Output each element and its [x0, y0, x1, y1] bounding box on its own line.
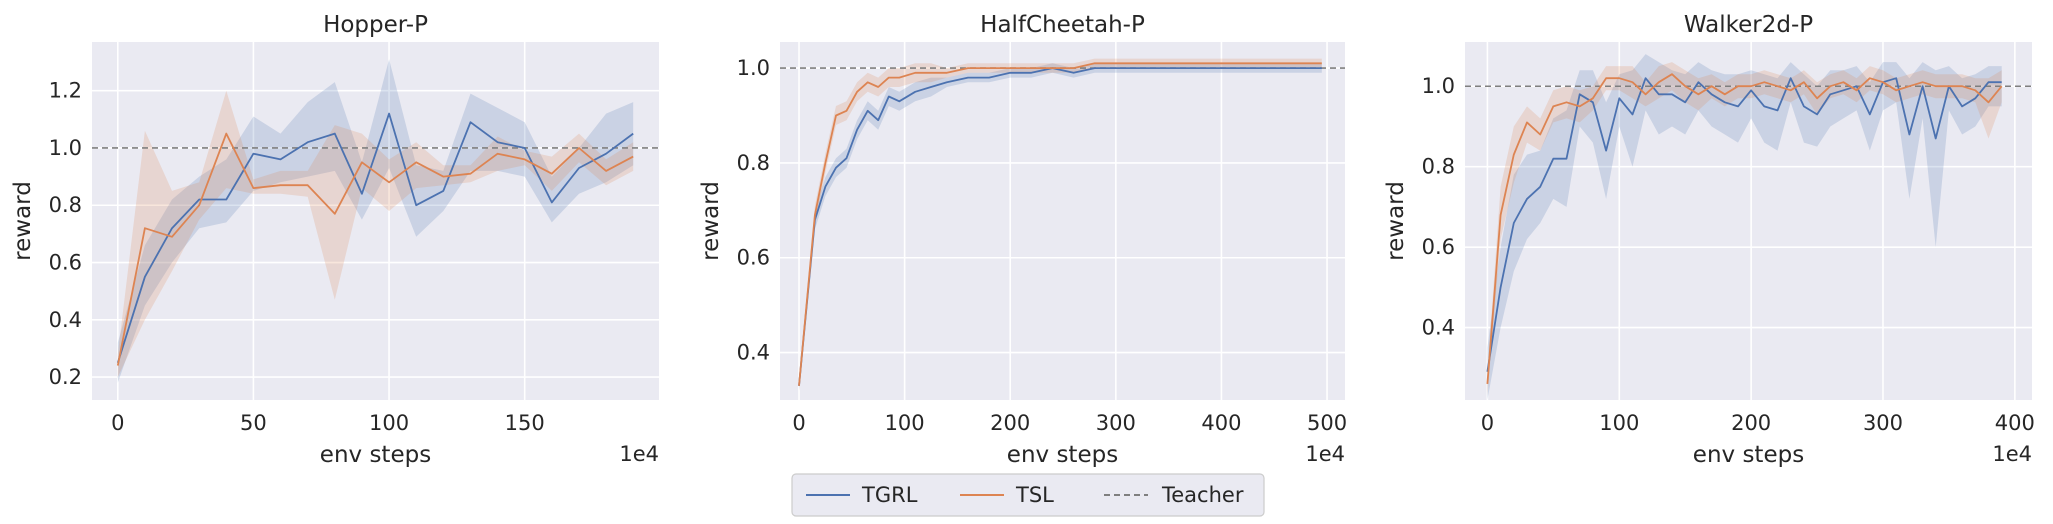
x-tick-label: 100 — [369, 411, 409, 435]
plot-area — [92, 59, 659, 383]
series-line-tsl — [116, 132, 634, 366]
panel-3: 0 100 200 300 400 0.4 0.6 0.8 1.0 Walker2d-P env s… — [1383, 12, 2035, 468]
panel-1: 0 50 100 150 0.2 0.4 0.6 0.8 1.0 1.2 Hopper-P env s… — [10, 12, 659, 468]
x-axis-label: env steps — [320, 442, 431, 468]
y-tick-label: 0.8 — [1422, 155, 1455, 179]
series-line-tsl — [798, 62, 1322, 386]
plot-area — [1465, 54, 2032, 400]
panel-title: Walker2d-P — [1684, 12, 1813, 38]
y-tick-label: 0.2 — [49, 365, 82, 389]
legend-item-tgrl: TGRL — [806, 483, 918, 507]
x-tick-label: 100 — [885, 411, 925, 435]
y-axis-label: reward — [1383, 181, 1409, 261]
x-tick-label: 50 — [240, 411, 267, 435]
x-tick-label: 300 — [1096, 411, 1136, 435]
legend-label: Teacher — [1161, 483, 1244, 507]
legend-item-teacher: Teacher — [1104, 483, 1244, 507]
x-tick-label: 0 — [792, 411, 805, 435]
legend-label: TSL — [1015, 483, 1054, 507]
panel-title: Hopper-P — [323, 12, 428, 38]
legend-box — [791, 473, 1265, 517]
x-axis-label: env steps — [1007, 442, 1118, 468]
plot-area — [780, 58, 1345, 391]
legend: TGRL TSL Teacher — [791, 473, 1265, 517]
panel-title: HalfCheetah-P — [980, 12, 1145, 38]
x-tick-label: 400 — [1995, 411, 2035, 435]
y-tick-label: 1.0 — [1422, 74, 1455, 98]
y-tick-label: 0.4 — [737, 341, 770, 365]
confidence-band-tsl — [1487, 62, 2002, 396]
confidence-band-tgrl — [1487, 54, 2002, 400]
x-tick-label: 150 — [505, 411, 545, 435]
y-tick-label: 0.6 — [1422, 235, 1455, 259]
series-line-tsl — [1486, 73, 2003, 384]
y-tick-label: 0.8 — [737, 151, 770, 175]
x-axis-multiplier: 1e4 — [619, 442, 659, 466]
y-tick-label: 0.6 — [737, 246, 770, 270]
y-tick-label: 1.0 — [49, 136, 82, 160]
confidence-band-tsl — [117, 90, 634, 378]
x-tick-label: 100 — [1599, 411, 1639, 435]
x-tick-label: 200 — [990, 411, 1030, 435]
series-line-tgrl — [798, 67, 1322, 386]
x-axis-multiplier: 1e4 — [1992, 442, 2032, 466]
y-tick-label: 0.8 — [49, 193, 82, 217]
axes-background — [780, 42, 1345, 400]
legend-label: TGRL — [861, 483, 918, 507]
series-line-tgrl — [116, 112, 634, 364]
series-line-tgrl — [1486, 77, 2002, 372]
x-tick-label: 0 — [1481, 411, 1494, 435]
y-tick-label: 0.4 — [49, 308, 82, 332]
x-tick-label: 300 — [1863, 411, 1903, 435]
y-tick-label: 0.4 — [1422, 316, 1455, 340]
x-axis-multiplier: 1e4 — [1305, 442, 1345, 466]
x-tick-label: 500 — [1307, 411, 1347, 435]
x-tick-label: 200 — [1731, 411, 1771, 435]
y-tick-label: 0.6 — [49, 251, 82, 275]
axes-background — [1465, 42, 2032, 400]
y-axis-label: reward — [10, 181, 36, 261]
y-tick-label: 1.2 — [49, 79, 82, 103]
x-axis-label: env steps — [1693, 442, 1804, 468]
legend-item-tsl: TSL — [960, 483, 1054, 507]
confidence-band-tgrl — [117, 59, 634, 383]
x-tick-label: 400 — [1201, 411, 1241, 435]
y-tick-label: 1.0 — [737, 56, 770, 80]
x-tick-label: 0 — [111, 411, 124, 435]
panel-2: 0 100 200 300 400 500 0.4 0.6 0.8 1.0 HalfCheetah-… — [698, 12, 1347, 468]
y-axis-label: reward — [698, 181, 724, 261]
